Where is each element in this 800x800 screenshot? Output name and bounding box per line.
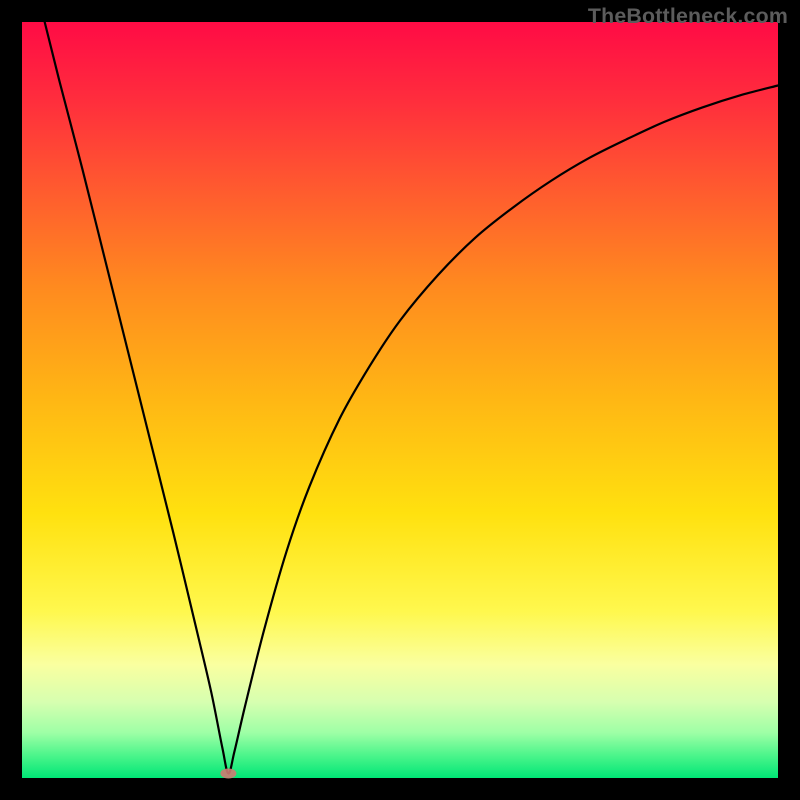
chart-frame: TheBottleneck.com [0,0,800,800]
plot-background [22,22,778,778]
curve-minimum-marker [220,768,236,778]
bottleneck-chart [0,0,800,800]
watermark-text: TheBottleneck.com [588,4,788,29]
